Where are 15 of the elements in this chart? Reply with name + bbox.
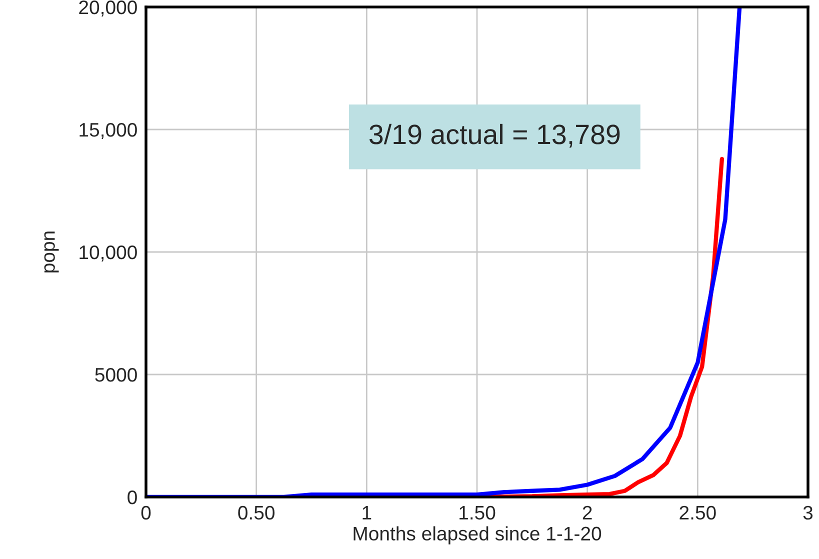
y-tick-label: 15,000: [80, 122, 137, 140]
x-tick-label: 0.50: [238, 506, 274, 520]
x-tick-label: 1: [362, 506, 372, 520]
annotation: 3/19 actual = 13,789: [369, 124, 620, 148]
y-tick-label: 0: [128, 490, 137, 504]
x-tick-label: 2.50: [680, 506, 716, 520]
x-axis-title: Months elapsed since 1-1-20: [354, 526, 602, 544]
x-tick-label: 1.50: [460, 506, 496, 520]
x-tick-label: 0: [141, 506, 151, 520]
x-tick-label: 2: [582, 506, 592, 520]
x-tick-label: 3: [803, 506, 813, 520]
y-tick-label: 20,000: [79, 0, 137, 17]
y-tick-label: 10,000: [80, 245, 137, 262]
y-axis-title: popn: [44, 232, 59, 272]
y-tick-label: 5000: [95, 368, 137, 382]
